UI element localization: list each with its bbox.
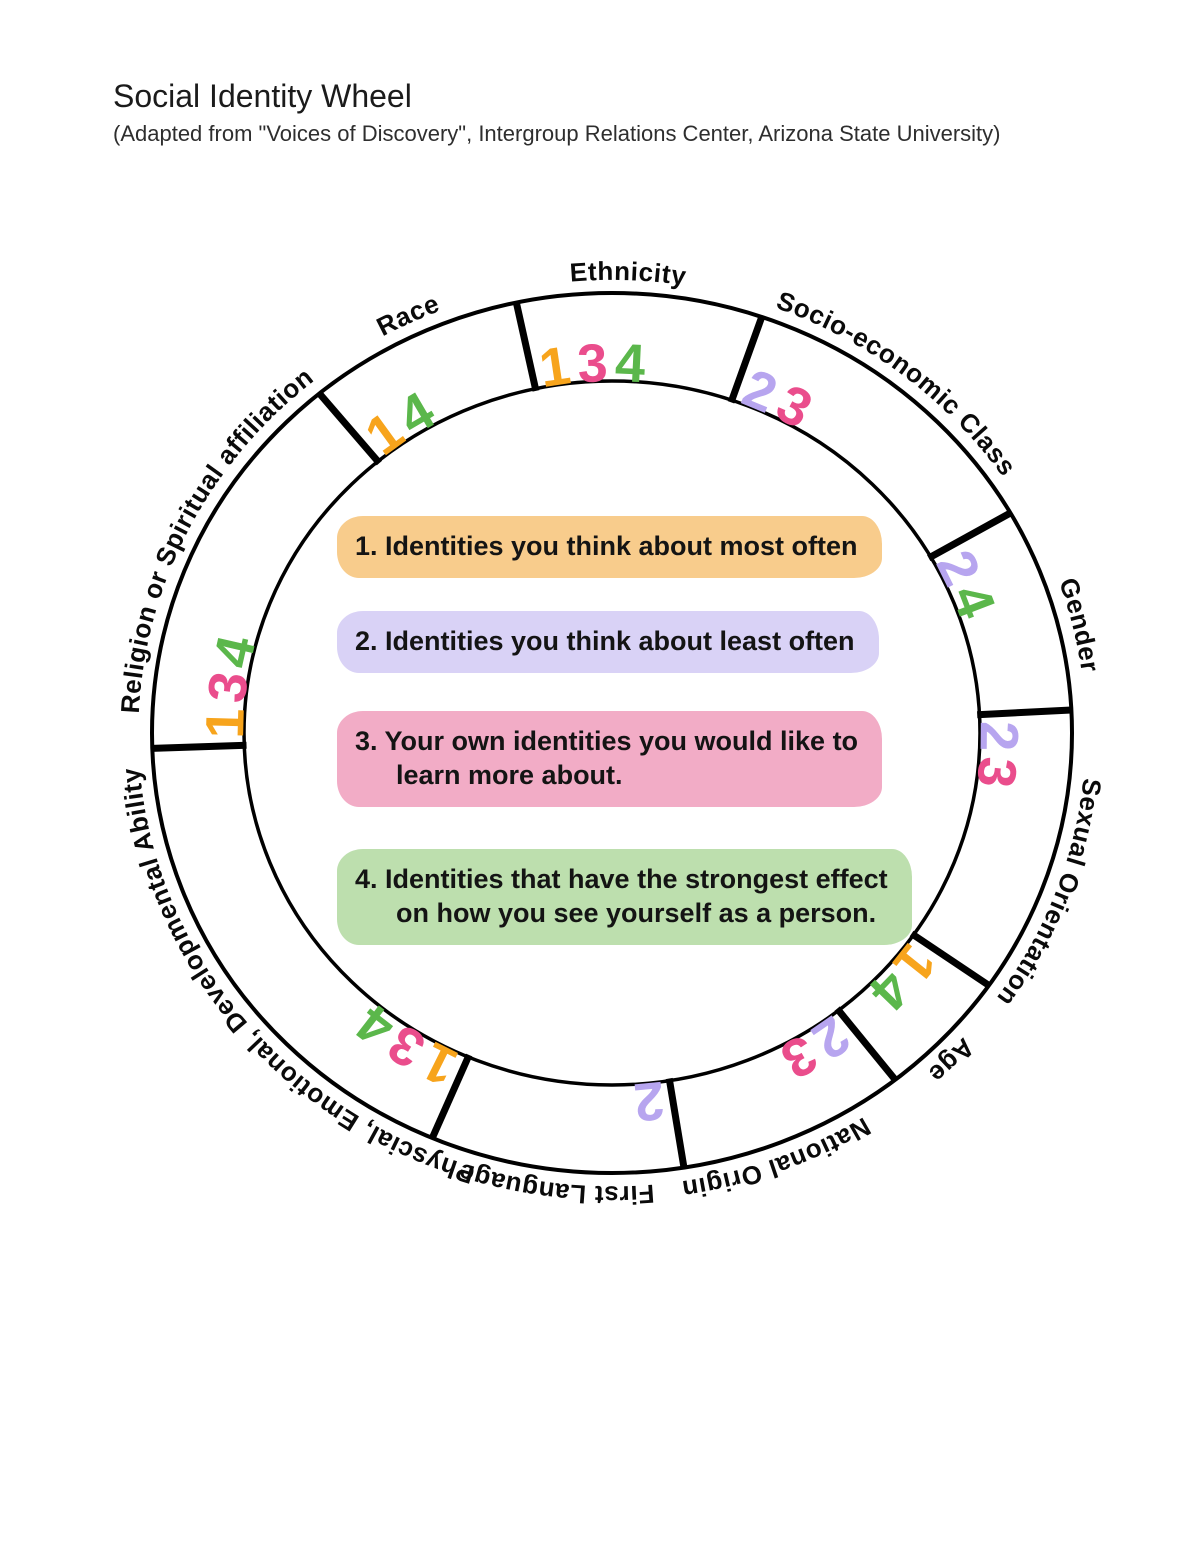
legend-item-text-line2: on how you see yourself as a person. bbox=[396, 898, 877, 928]
wheel-inner-ring bbox=[242, 379, 982, 1087]
segment-divider bbox=[512, 301, 540, 392]
segment-number-3: 3 bbox=[576, 333, 609, 394]
page-subtitle: (Adapted from "Voices of Discovery", Int… bbox=[113, 121, 1001, 146]
segment-number-2: 2 bbox=[631, 1070, 667, 1133]
segment-number-3: 3 bbox=[197, 669, 260, 706]
legend-item-text: 3. Your own identities you would like to bbox=[355, 726, 859, 756]
wheel-outer-ring bbox=[150, 291, 1074, 1175]
segment-number-3: 3 bbox=[965, 754, 1028, 790]
segment-divider bbox=[834, 1006, 898, 1082]
segment-label: Ethnicity bbox=[569, 256, 689, 291]
page-title: Social Identity Wheel bbox=[113, 78, 412, 114]
segment-number-1: 1 bbox=[195, 708, 256, 740]
legend-item-text: 2. Identities you think about least ofte… bbox=[355, 626, 855, 656]
legend-item-2: 2. Identities you think about least ofte… bbox=[337, 611, 879, 673]
segment-divider bbox=[727, 315, 766, 404]
segment-divider bbox=[316, 391, 383, 466]
legend-item-3: 3. Your own identities you would like to… bbox=[337, 711, 883, 807]
segment-divider bbox=[927, 509, 1013, 562]
legend-item-1: 1. Identities you think about most often bbox=[337, 516, 882, 578]
segment-number-4: 4 bbox=[614, 333, 647, 394]
segment-divider bbox=[429, 1053, 473, 1140]
legend-item-text: 4. Identities that have the strongest ef… bbox=[355, 864, 888, 894]
segment-divider bbox=[152, 741, 247, 752]
segment-divider bbox=[665, 1077, 688, 1169]
segment-divider bbox=[909, 930, 991, 989]
legend-item-text: 1. Identities you think about most often bbox=[355, 531, 858, 561]
legend-item-text-line2: learn more about. bbox=[396, 760, 623, 790]
legend-item-4: 4. Identities that have the strongest ef… bbox=[337, 849, 912, 945]
segment-number-2: 2 bbox=[969, 721, 1029, 752]
segment-divider bbox=[977, 706, 1072, 719]
